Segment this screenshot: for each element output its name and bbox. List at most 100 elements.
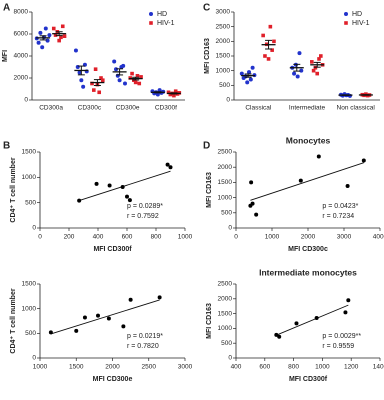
x-tick-label: 0 — [234, 234, 238, 241]
legend-label: HD — [352, 11, 362, 18]
point — [314, 316, 319, 321]
y-tick-label: 1000 — [216, 67, 231, 74]
point — [254, 212, 259, 217]
y-tick-label: 1500 — [22, 149, 37, 156]
dot — [122, 81, 127, 86]
annotation: p = 0.0423* — [322, 203, 358, 210]
dot — [112, 59, 117, 64]
dot — [261, 33, 265, 38]
point — [107, 183, 112, 188]
dot — [97, 90, 102, 95]
point — [157, 295, 162, 300]
annotation: r = 0.7820 — [127, 343, 159, 350]
point — [82, 315, 87, 320]
y-tick-label: 1500 — [22, 281, 37, 288]
point — [249, 180, 254, 185]
y-tick-label: 500 — [25, 330, 36, 337]
point — [125, 194, 129, 199]
x-tick-label: CD300a — [39, 105, 63, 112]
dot — [47, 33, 52, 38]
y-tick-label: 2000 — [218, 164, 233, 171]
y-tick-label: 3000 — [216, 9, 231, 16]
dot — [155, 92, 160, 97]
y-axis-label: MFI CD163 — [206, 172, 213, 208]
y-tick-label: 500 — [25, 199, 36, 206]
y-tick-label: 1000 — [218, 194, 233, 201]
dot — [99, 76, 103, 80]
dot — [173, 89, 178, 93]
dot — [53, 33, 58, 37]
dot — [310, 60, 314, 64]
dot — [121, 63, 126, 68]
x-tick-label: 400 — [231, 364, 242, 371]
legend-marker — [344, 12, 348, 16]
dot — [135, 74, 140, 78]
point — [345, 184, 350, 189]
dot — [268, 24, 273, 29]
x-tick-label: 400 — [93, 234, 104, 241]
point — [121, 324, 126, 329]
dot — [263, 54, 267, 58]
legend-label: HIV-1 — [157, 20, 175, 27]
dot — [250, 65, 255, 70]
dot — [292, 71, 297, 76]
x-tick-label: 2500 — [142, 364, 157, 371]
dot — [77, 70, 82, 75]
legend-marker — [149, 12, 153, 16]
dot — [133, 80, 138, 85]
x-tick-label: 1200 — [344, 364, 359, 371]
y-tick-label: 4000 — [14, 53, 29, 60]
annotation: p = 0.0289* — [127, 203, 163, 210]
dot — [239, 71, 244, 76]
dot — [166, 90, 171, 95]
dot — [40, 45, 45, 50]
point — [274, 332, 279, 337]
x-tick-label: Non classical — [337, 105, 376, 112]
point — [343, 310, 348, 315]
x-tick-label: 3000 — [178, 364, 193, 371]
dot — [62, 34, 67, 38]
y-tick-label: 2500 — [218, 281, 233, 288]
dot — [81, 84, 86, 89]
point — [127, 198, 132, 203]
point — [94, 181, 99, 186]
point — [277, 334, 282, 339]
y-tick-label: 1000 — [22, 305, 37, 312]
dot — [92, 88, 96, 92]
annotation: r = 0.9559 — [322, 343, 354, 350]
x-tick-label: 2000 — [105, 364, 120, 371]
dot — [79, 78, 84, 83]
point — [120, 184, 125, 189]
dot — [247, 70, 252, 75]
x-tick-label: CD300e — [116, 105, 140, 112]
point — [250, 201, 255, 206]
y-axis-label: MFI CD163 — [204, 38, 211, 74]
dot — [60, 24, 65, 29]
dot — [101, 78, 105, 82]
legend-marker — [149, 21, 153, 25]
point — [298, 178, 303, 183]
point — [168, 165, 173, 170]
x-axis-label: MFI CD300e — [93, 376, 133, 383]
y-tick-label: 2000 — [216, 38, 231, 45]
dot — [319, 54, 323, 58]
x-tick-label: CD300c — [78, 105, 102, 112]
x-tick-label: 1400 — [373, 364, 384, 371]
x-tick-label: CD300f — [155, 105, 177, 112]
x-tick-label: 800 — [288, 364, 299, 371]
x-tick-label: Intermediate — [289, 105, 326, 112]
dot — [315, 71, 320, 76]
dot — [245, 80, 250, 85]
y-tick-label: 0 — [226, 97, 230, 104]
dot — [270, 48, 274, 52]
annotation: p = 0.0219* — [127, 333, 163, 340]
dot — [93, 67, 98, 71]
y-tick-label: 2000 — [14, 75, 29, 82]
fit-line — [250, 162, 364, 201]
y-tick-label: 500 — [221, 340, 232, 347]
x-tick-label: 800 — [151, 234, 162, 241]
x-tick-label: 600 — [259, 364, 270, 371]
dot — [297, 51, 302, 56]
dot — [51, 26, 56, 31]
panel-label: C — [203, 3, 210, 14]
